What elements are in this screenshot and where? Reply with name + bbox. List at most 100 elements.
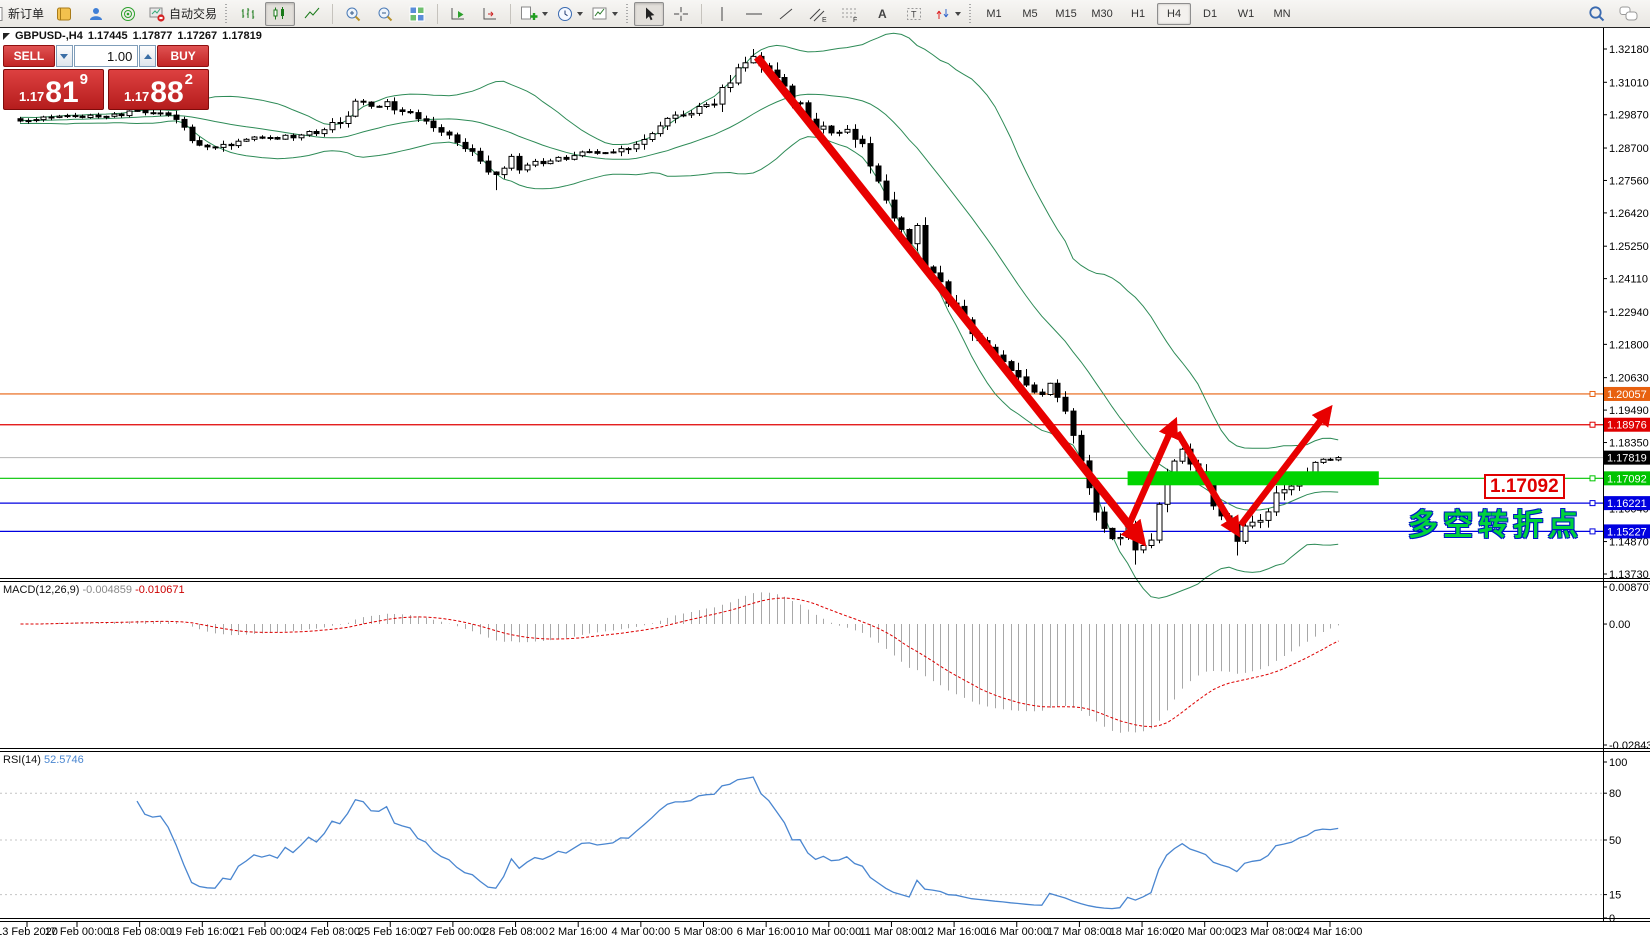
price-level-callout[interactable]: 1.17092 <box>1484 474 1565 499</box>
chevron-down-icon <box>955 11 962 16</box>
svg-text:1.26420: 1.26420 <box>1609 208 1649 220</box>
trendline-tool[interactable] <box>771 2 801 26</box>
svg-text:1.13730: 1.13730 <box>1609 569 1649 581</box>
toolbar-drag-handle[interactable] <box>968 3 974 24</box>
periods-button[interactable] <box>553 2 586 26</box>
buy-price-prefix: 1.17 <box>123 89 150 104</box>
new-order-button[interactable]: 新订单 <box>0 2 47 26</box>
svg-text:1.15227: 1.15227 <box>1607 526 1647 538</box>
svg-text:1.27560: 1.27560 <box>1609 175 1649 187</box>
timeframe-M5[interactable]: M5 <box>1022 7 1038 20</box>
autotrading-button[interactable]: 自动交易 <box>145 2 220 26</box>
new-order-label: 新订单 <box>8 7 45 21</box>
zoom-out-button[interactable] <box>370 2 400 26</box>
timeframe-M1[interactable]: M1 <box>986 7 1002 20</box>
person-icon <box>87 5 105 23</box>
svg-text:28 Feb 08:00: 28 Feb 08:00 <box>483 926 548 938</box>
label-tool[interactable]: T <box>899 2 929 26</box>
toolbar-drag-handle[interactable] <box>625 3 631 24</box>
autotrading-icon <box>148 5 166 23</box>
svg-text:4 Mar 00:00: 4 Mar 00:00 <box>611 926 670 938</box>
timeframe-D1[interactable]: D1 <box>1203 7 1218 20</box>
text-tool[interactable]: A <box>867 2 897 26</box>
svg-text:1.25250: 1.25250 <box>1609 241 1649 253</box>
svg-text:12 Mar 16:00: 12 Mar 16:00 <box>922 926 987 938</box>
chart-shift-icon <box>481 5 499 23</box>
fibonacci-icon: F <box>840 5 860 23</box>
indicators-button[interactable] <box>516 2 551 26</box>
svg-text:13 Feb 2020: 13 Feb 2020 <box>0 926 58 938</box>
buy-button[interactable]: BUY <box>157 45 210 67</box>
timeframe-W1[interactable]: W1 <box>1237 7 1255 20</box>
fibonacci-tool[interactable]: F <box>835 2 865 26</box>
zoom-in-icon <box>344 5 362 23</box>
zoom-out-icon <box>376 5 394 23</box>
chat-button[interactable] <box>1614 2 1644 26</box>
svg-text:21 Feb 00:00: 21 Feb 00:00 <box>233 926 298 938</box>
arrows-shapes-icon <box>934 5 952 23</box>
volume-increase-button[interactable] <box>139 45 157 67</box>
cursor-button[interactable] <box>634 1 665 26</box>
sell-price-box[interactable]: 1.17 81 9 <box>3 69 104 110</box>
timeframe-MN[interactable]: MN <box>1273 7 1291 20</box>
sell-button[interactable]: SELL <box>3 45 55 67</box>
community-button[interactable] <box>81 2 111 26</box>
crosshair-button[interactable] <box>666 2 696 26</box>
svg-text:F: F <box>853 17 857 23</box>
timeframe-M30[interactable]: M30 <box>1091 7 1113 20</box>
horizontal-line-tool[interactable] <box>739 2 769 26</box>
signal-button[interactable] <box>113 2 143 26</box>
svg-text:A: A <box>878 7 887 21</box>
text-label-icon: T <box>905 5 923 23</box>
svg-text:5 Mar 08:00: 5 Mar 08:00 <box>674 926 733 938</box>
volume-input[interactable]: 1.00 <box>73 45 139 67</box>
candlestick-chart-button[interactable] <box>265 1 296 26</box>
svg-text:6 Mar 16:00: 6 Mar 16:00 <box>737 926 796 938</box>
timeframe-M15[interactable]: M15 <box>1055 7 1077 20</box>
tile-windows-button[interactable] <box>402 2 432 26</box>
svg-text:1.32180: 1.32180 <box>1609 44 1649 56</box>
timeframe-H4[interactable]: H4 <box>1157 2 1192 25</box>
buy-price-main: 88 <box>150 76 184 109</box>
svg-text:25 Feb 16:00: 25 Feb 16:00 <box>358 926 423 938</box>
svg-text:1.29870: 1.29870 <box>1609 110 1649 122</box>
sonar-icon <box>119 5 137 23</box>
chart-shift-button[interactable] <box>475 2 505 26</box>
volume-decrease-button[interactable] <box>55 45 73 67</box>
svg-text:10 Mar 00:00: 10 Mar 00:00 <box>796 926 861 938</box>
templates-button[interactable] <box>588 2 621 26</box>
svg-text:80: 80 <box>1609 788 1621 800</box>
svg-text:1.18350: 1.18350 <box>1609 438 1649 450</box>
svg-text:E: E <box>822 17 827 23</box>
svg-text:1.19490: 1.19490 <box>1609 405 1649 417</box>
sell-price-pip: 9 <box>79 71 89 88</box>
svg-text:17 Mar 08:00: 17 Mar 08:00 <box>1047 926 1112 938</box>
svg-text:1.21800: 1.21800 <box>1609 339 1649 351</box>
svg-text:0.008707: 0.008707 <box>1609 582 1650 594</box>
svg-text:1.24110: 1.24110 <box>1609 274 1648 286</box>
vertical-line-tool[interactable] <box>707 2 737 26</box>
buy-price-pip: 2 <box>184 71 194 88</box>
chevron-down-icon <box>612 11 619 16</box>
channel-tool[interactable]: E <box>803 2 833 26</box>
turning-point-annotation[interactable]: 多空转折点 <box>1408 509 1583 542</box>
auto-scroll-button[interactable] <box>443 2 473 26</box>
shapes-tool[interactable] <box>931 2 964 26</box>
zoom-in-button[interactable] <box>338 2 368 26</box>
svg-text:1.20057: 1.20057 <box>1607 389 1647 401</box>
bar-chart-button[interactable] <box>233 2 263 26</box>
autotrading-label: 自动交易 <box>169 7 218 21</box>
buy-price-box[interactable]: 1.17 88 2 <box>108 69 209 110</box>
svg-text:0: 0 <box>1609 913 1615 925</box>
svg-text:0.00: 0.00 <box>1609 619 1630 631</box>
svg-text:1.31010: 1.31010 <box>1609 77 1649 89</box>
line-chart-button[interactable] <box>297 2 327 26</box>
ohlc-bars-icon <box>239 5 257 23</box>
search-button[interactable] <box>1582 2 1612 26</box>
timeframe-H1[interactable]: H1 <box>1131 7 1146 20</box>
auto-scroll-icon <box>449 5 467 23</box>
notebook-button[interactable] <box>49 2 79 26</box>
svg-text:1.20630: 1.20630 <box>1609 373 1649 385</box>
toolbar-drag-handle[interactable] <box>224 3 230 24</box>
